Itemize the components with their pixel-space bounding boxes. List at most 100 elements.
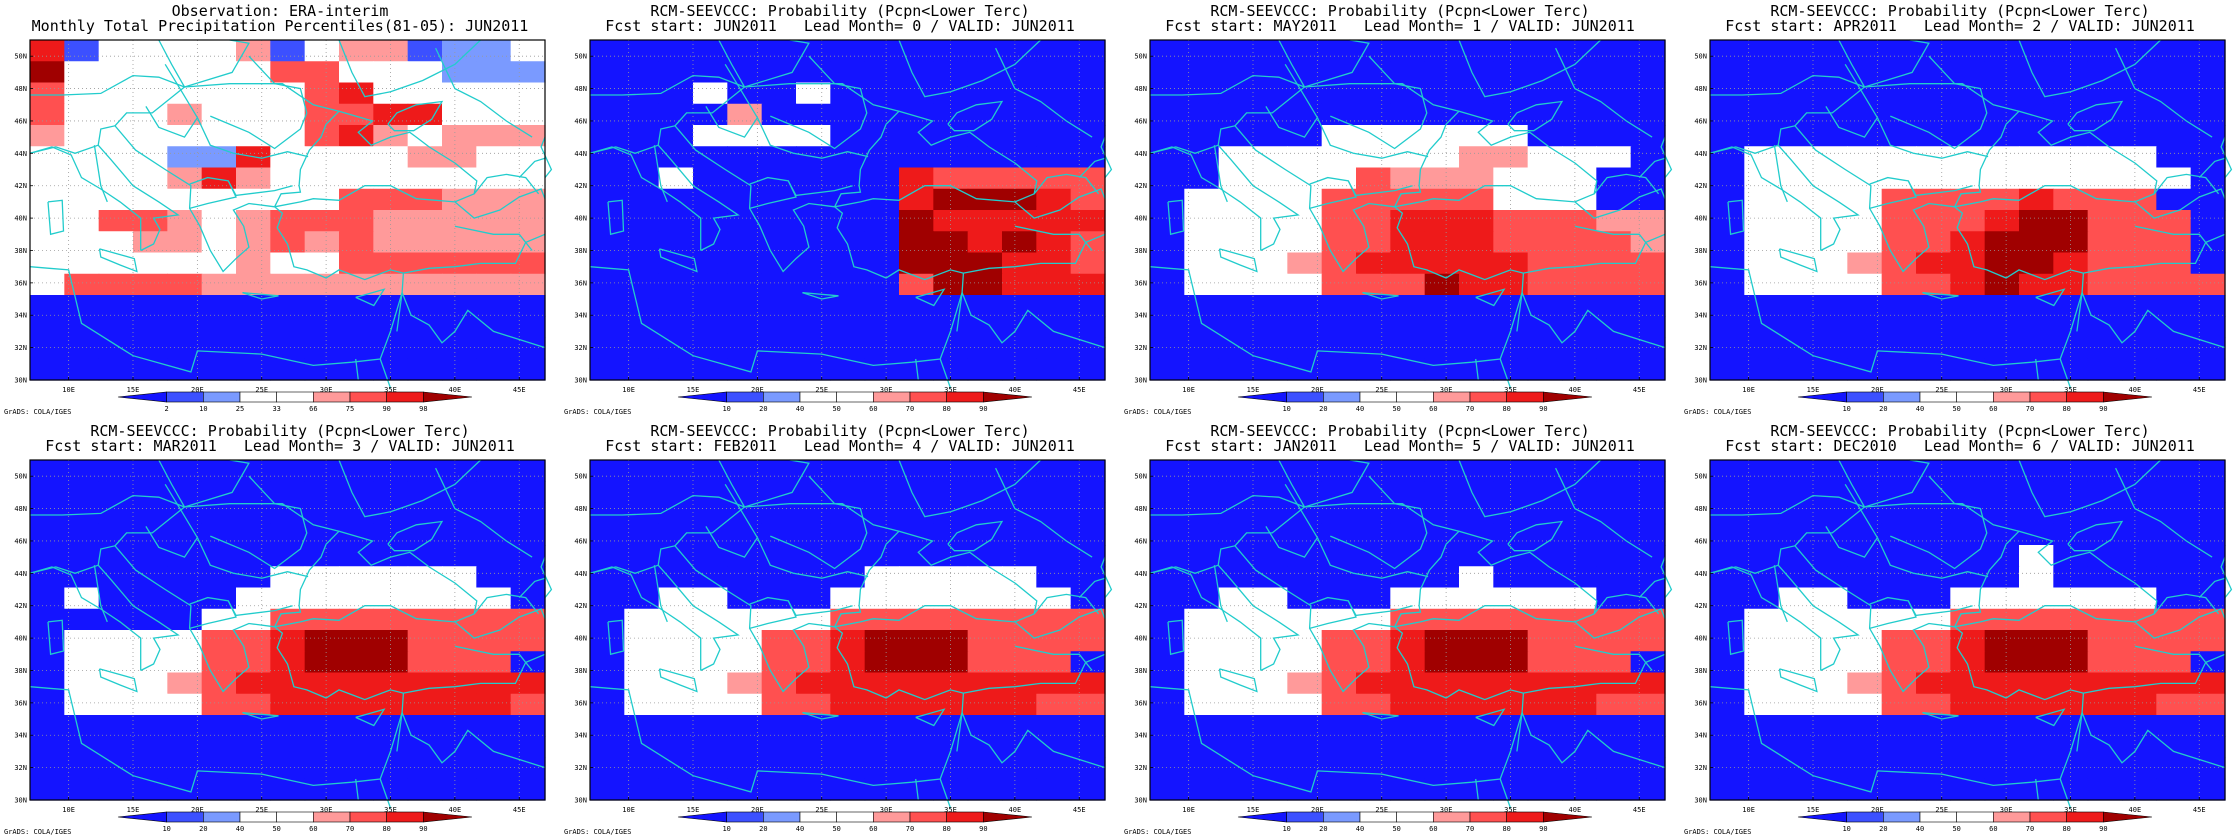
- grid-cell: [658, 566, 694, 589]
- grid-cell: [864, 167, 900, 190]
- grid-cell: [1847, 337, 1883, 360]
- grid-cell: [967, 295, 1003, 317]
- colorbar-label: 90: [419, 825, 427, 833]
- grid-cell: [1527, 693, 1563, 716]
- grid-cell: [442, 545, 477, 567]
- grid-cell: [1002, 778, 1037, 801]
- grid-cell: [1321, 566, 1357, 589]
- grid-cell: [1150, 316, 1185, 339]
- grid-cell: [270, 210, 306, 232]
- grid-cell: [1813, 210, 1848, 232]
- grid-cell: [1002, 523, 1037, 546]
- coastline: [338, 39, 482, 98]
- grid-cell: [304, 630, 340, 652]
- lat-label: 50N: [14, 53, 27, 61]
- grid-cell: [1881, 82, 1917, 105]
- grid-cell: [2087, 757, 2123, 780]
- grid-cell: [1881, 481, 1917, 504]
- coastline: [1330, 475, 1428, 570]
- coastline: [939, 778, 952, 809]
- grid-cell: [1253, 82, 1288, 105]
- coastline: [1593, 173, 1660, 195]
- grid-cell: [270, 125, 306, 147]
- colorbar-label: 50: [1392, 825, 1400, 833]
- grid-cell: [1253, 672, 1288, 695]
- panel-subtitle: Fcst start: MAR2011 Lead Month= 3 / VALI…: [45, 437, 515, 455]
- grid-cell: [1710, 757, 1745, 780]
- grid-cell: [1596, 523, 1632, 546]
- grid-cell: [761, 167, 797, 190]
- coastline: [1149, 545, 1525, 793]
- grid-cell: [1813, 715, 1848, 737]
- lon-label: 15E: [1807, 386, 1820, 394]
- coastline: [947, 100, 1004, 132]
- grid-cell: [658, 757, 694, 780]
- grid-cell: [30, 545, 65, 567]
- grid-cell: [2156, 295, 2192, 317]
- grid-cell: [1710, 651, 1745, 674]
- grid-cell: [1984, 146, 2020, 169]
- grid-cell: [967, 103, 1003, 126]
- coastline: [1709, 566, 1822, 671]
- grid-cell: [1184, 502, 1220, 525]
- grid-cell: [1390, 523, 1426, 546]
- grid-cell: [1562, 757, 1597, 780]
- grid-cell: [2156, 82, 2192, 105]
- grid-cell: [796, 231, 831, 254]
- colorbar-label: 80: [1502, 405, 1510, 413]
- grid-cell: [1184, 316, 1220, 339]
- grid-cell: [899, 61, 934, 84]
- grid-cell: [339, 481, 374, 504]
- grid-cell: [373, 736, 409, 759]
- grid-cell: [1630, 630, 1666, 652]
- lat-label: 50N: [14, 473, 27, 481]
- grid-cell: [1287, 61, 1323, 84]
- grid-cell: [1321, 61, 1357, 84]
- lon-label: 20E: [191, 806, 204, 814]
- grid-cell: [1253, 460, 1288, 482]
- colorbar-segment: [1993, 391, 2031, 403]
- grid-cell: [1596, 82, 1632, 105]
- grid-cell: [864, 778, 900, 801]
- grid-cell: [624, 188, 660, 211]
- coastline: [1838, 459, 1930, 508]
- grid-cell: [133, 252, 168, 275]
- grid-cell: [899, 40, 934, 62]
- grid-cell: [761, 608, 797, 631]
- grid-cell: [1287, 146, 1323, 169]
- grid-cell: [1356, 167, 1391, 190]
- coastline: [145, 63, 199, 138]
- grid-cell: [2122, 103, 2157, 126]
- grid-cell: [201, 210, 237, 232]
- colorbar-segment: [1993, 811, 2031, 823]
- colorbar-segment: [1286, 811, 1324, 823]
- lon-label: 45E: [1633, 386, 1646, 394]
- coastline: [196, 537, 309, 579]
- grid-cell: [133, 715, 168, 737]
- grid-cell: [624, 103, 660, 126]
- grid-cell: [1218, 167, 1254, 190]
- grid-cell: [1424, 40, 1460, 62]
- grid-cell: [2190, 337, 2226, 360]
- grid-cell: [407, 146, 443, 169]
- grid-cell: [899, 715, 934, 737]
- grid-cell: [933, 460, 969, 482]
- grid-cell: [1710, 502, 1745, 525]
- grid-cell: [967, 523, 1003, 546]
- grid-cell: [1287, 672, 1323, 695]
- grid-cell: [270, 252, 306, 275]
- grid-cell: [590, 316, 625, 339]
- grid-cell: [201, 358, 237, 381]
- grid-cell: [270, 523, 306, 546]
- grid-cell: [761, 252, 797, 275]
- grid-cell: [761, 61, 797, 84]
- grid-cell: [1950, 252, 1986, 275]
- grid-cell: [693, 715, 728, 737]
- grid-cell: [2156, 693, 2192, 716]
- grid-cell: [1390, 651, 1426, 674]
- grid-cell: [864, 672, 900, 695]
- grid-cell: [899, 630, 934, 652]
- grid-cell: [201, 715, 237, 737]
- grid-cell: [1950, 337, 1986, 360]
- grid-cell: [1527, 587, 1563, 610]
